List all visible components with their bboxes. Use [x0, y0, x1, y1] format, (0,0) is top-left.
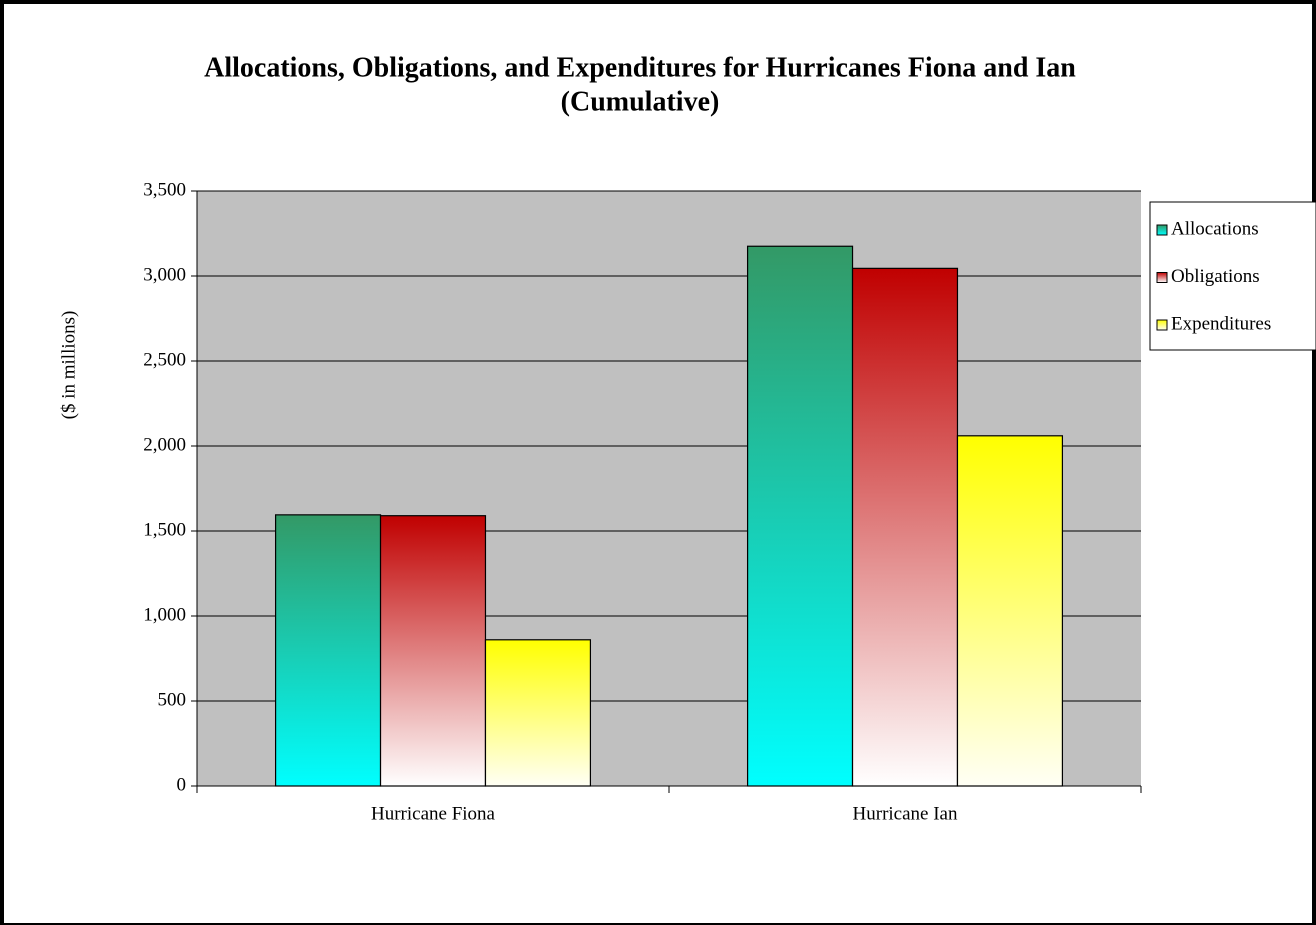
y-tick-label: 1,000: [143, 604, 186, 625]
chart-title: Allocations, Obligations, and Expenditur…: [204, 52, 1076, 83]
x-tick-label: Hurricane Fiona: [371, 803, 496, 824]
y-tick-label: 3,500: [143, 179, 186, 200]
bar: [746, 245, 854, 787]
legend-label: Obligations: [1171, 266, 1260, 287]
x-tick-label: Hurricane Ian: [853, 803, 958, 824]
legend-label: Expenditures: [1171, 313, 1271, 334]
chart-title: (Cumulative): [561, 86, 720, 117]
bar: [956, 435, 1064, 787]
legend-swatch: [1156, 319, 1168, 331]
legend: [1149, 201, 1316, 351]
y-tick-label: 2,500: [143, 349, 186, 370]
legend-swatch: [1156, 272, 1168, 283]
y-tick-label: 3,000: [143, 264, 186, 285]
y-tick-label: 0: [177, 774, 187, 795]
bar: [379, 515, 487, 787]
y-axis-label: ($ in millions): [58, 311, 79, 420]
legend-label: Allocations: [1171, 218, 1259, 239]
y-tick-label: 2,000: [143, 434, 186, 455]
y-tick-label: 1,500: [143, 519, 186, 540]
legend-swatch: [1156, 224, 1168, 236]
bar: [484, 639, 592, 787]
y-tick-label: 500: [158, 689, 187, 710]
bar: [851, 267, 959, 787]
bar: [274, 514, 382, 787]
